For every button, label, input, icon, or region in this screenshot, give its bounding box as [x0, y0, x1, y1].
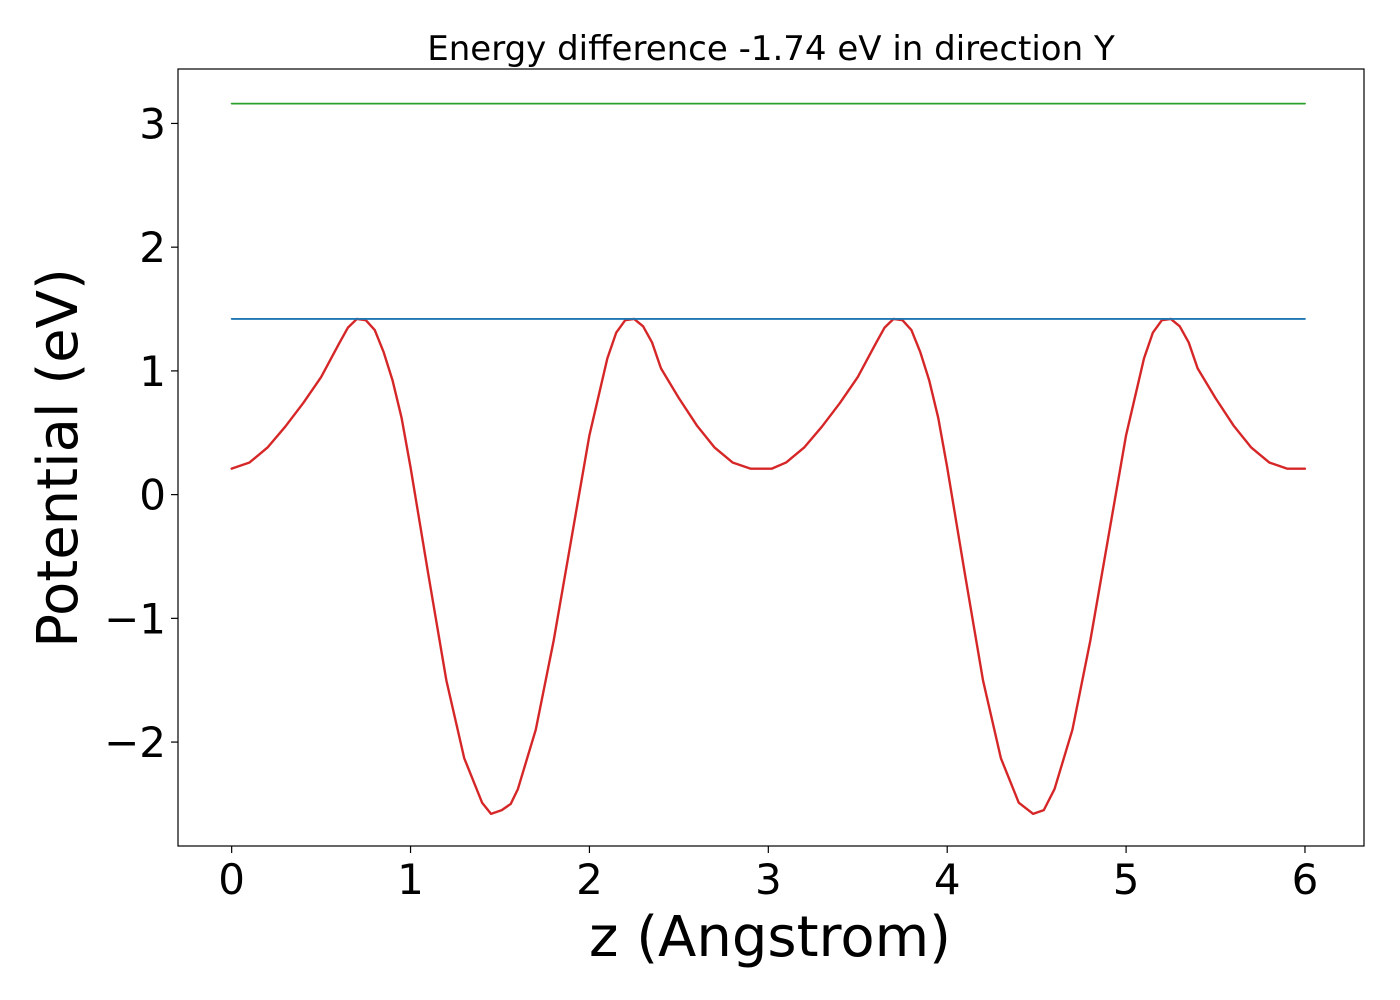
plot-frame	[177, 68, 1365, 847]
x-tick-label: 3	[755, 855, 782, 904]
x-axis: 0 1 2 3 4 5 6	[218, 846, 1318, 904]
potential-curve	[230, 317, 1307, 816]
series-layer	[230, 102, 1307, 816]
y-axis-title: Potential (eV)	[26, 268, 91, 648]
x-tick-label: 1	[397, 855, 424, 904]
y-tick-label: −2	[104, 718, 166, 767]
x-tick-label: 2	[576, 855, 603, 904]
y-tick-label: 3	[139, 99, 166, 148]
y-tick-label: 0	[139, 471, 166, 520]
y-axis: −2 −1 0 1 2 3	[104, 99, 178, 767]
y-tick-label: 2	[139, 223, 166, 272]
x-axis-title: z (Angstrom)	[589, 905, 951, 970]
chart-title: Energy difference -1.74 eV in direction …	[427, 29, 1115, 69]
x-tick-label: 5	[1113, 855, 1140, 904]
y-tick-label: −1	[104, 594, 166, 643]
x-tick-label: 6	[1292, 855, 1319, 904]
x-tick-label: 4	[934, 855, 961, 904]
y-tick-label: 1	[139, 347, 166, 396]
x-tick-label: 0	[218, 855, 245, 904]
